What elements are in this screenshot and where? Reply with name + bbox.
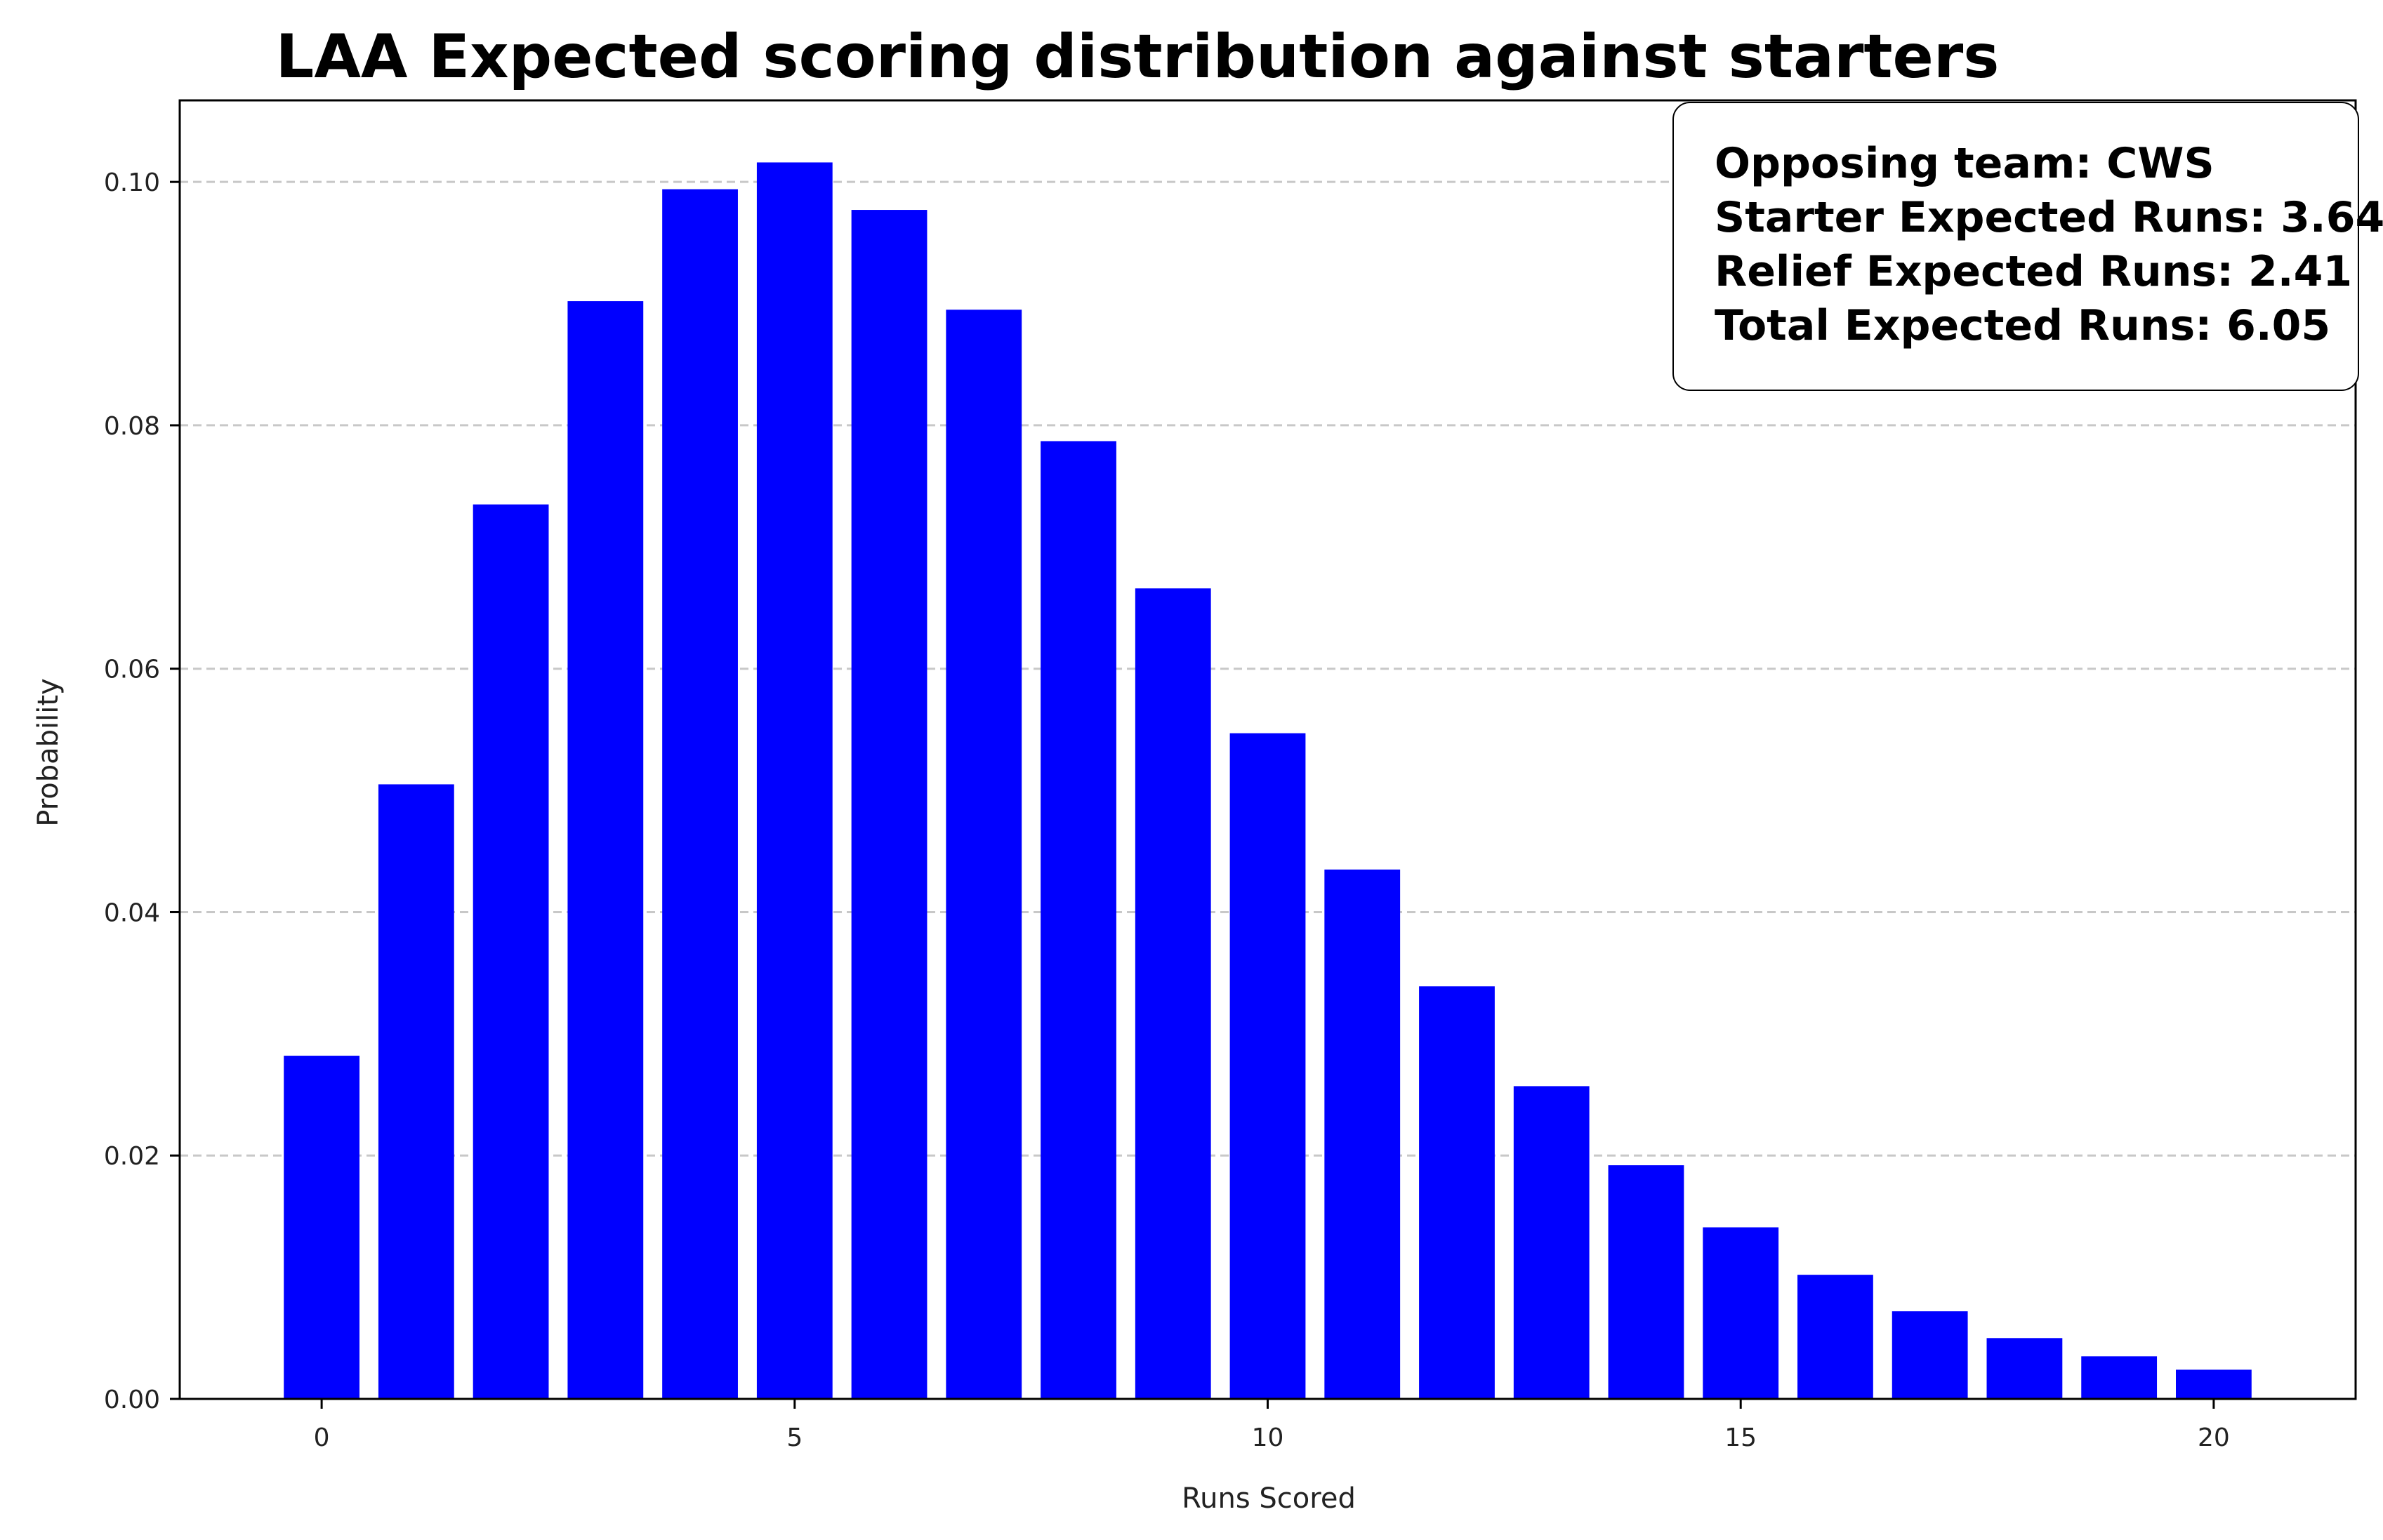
y-tick-label: 0.08	[104, 412, 160, 441]
y-tick-label: 0.10	[104, 168, 160, 197]
x-tick-label: 15	[1724, 1423, 1757, 1452]
bar-runs-2	[473, 504, 549, 1400]
bar-runs-9	[1135, 588, 1211, 1399]
x-tick-label: 0	[314, 1423, 330, 1452]
annotation-opposing-team: Opposing team: CWS	[1715, 139, 2214, 188]
bar-runs-13	[1513, 1086, 1590, 1399]
bar-runs-16	[1797, 1275, 1873, 1399]
y-ticks: 0.00 0.02 0.04 0.06 0.08 0.10	[104, 168, 180, 1414]
bar-runs-18	[1986, 1338, 2063, 1399]
bar-runs-0	[284, 1056, 360, 1399]
expected-runs-annotation: Opposing team: CWS Starter Expected Runs…	[1672, 102, 2383, 391]
bar-runs-5	[756, 162, 833, 1399]
annotation-starter-runs: Starter Expected Runs: 3.64	[1715, 193, 2383, 242]
bar-runs-19	[2081, 1356, 2158, 1399]
bar-runs-15	[1703, 1227, 1779, 1399]
y-axis-label: Probability	[32, 678, 65, 826]
x-ticks: 0 5 10 15 20	[314, 1399, 2230, 1452]
y-tick-label: 0.02	[104, 1142, 160, 1171]
x-tick-label: 20	[2198, 1423, 2230, 1452]
y-tick-label: 0.00	[104, 1386, 160, 1414]
bar-runs-3	[567, 301, 644, 1399]
annotation-total-runs: Total Expected Runs: 6.05	[1715, 301, 2330, 350]
bar-runs-7	[946, 310, 1022, 1400]
x-tick-label: 10	[1252, 1423, 1284, 1452]
bars	[284, 162, 2252, 1400]
annotation-relief-runs: Relief Expected Runs: 2.41	[1715, 247, 2352, 296]
bar-runs-8	[1041, 441, 1116, 1399]
y-tick-label: 0.04	[104, 898, 160, 927]
x-axis-label: Runs Scored	[1182, 1482, 1356, 1515]
bar-runs-6	[851, 210, 928, 1400]
bar-runs-1	[378, 784, 454, 1399]
y-tick-label: 0.06	[104, 656, 160, 684]
bar-runs-14	[1608, 1165, 1684, 1399]
annotation-box-frame	[1672, 102, 2359, 391]
bar-runs-17	[1892, 1311, 1968, 1399]
bar-runs-10	[1229, 733, 1306, 1399]
chart-title: LAA Expected scoring distribution agains…	[276, 22, 2000, 92]
x-tick-label: 5	[786, 1423, 803, 1452]
bar-runs-11	[1324, 869, 1401, 1399]
bar-runs-12	[1419, 986, 1495, 1399]
bar-runs-20	[2175, 1369, 2252, 1399]
bar-runs-4	[662, 189, 738, 1399]
